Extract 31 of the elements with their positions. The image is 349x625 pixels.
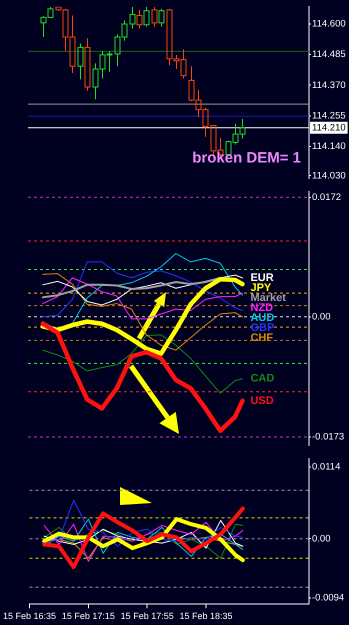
series-label: JPY bbox=[250, 282, 272, 294]
y-tick-label: 114.030 bbox=[312, 170, 346, 182]
y-tick-label: 114.485 bbox=[312, 49, 346, 60]
y-tick-label: -0.0094 bbox=[312, 592, 344, 604]
series-label: USD bbox=[250, 394, 274, 407]
x-tick-label: 15 Feb 17:15 bbox=[62, 611, 115, 622]
y-tick-label: 114.140 bbox=[312, 141, 346, 152]
series-label: EUR bbox=[250, 272, 274, 284]
y-tick-label: 0.0172 bbox=[312, 192, 342, 203]
series-label: CAD bbox=[250, 372, 274, 385]
candlestick bbox=[130, 6, 136, 30]
y-tick-label: 0.00 bbox=[312, 311, 330, 322]
y-tick-label: 0.0114 bbox=[312, 462, 340, 473]
y-tick-label: 114.255 bbox=[312, 110, 346, 122]
x-tick-label: 15 Feb 16:35 bbox=[3, 611, 56, 622]
y-tick-label: -0.0173 bbox=[312, 432, 344, 443]
series-label: AUD bbox=[250, 312, 274, 324]
x-tick-label: 15 Feb 17:55 bbox=[120, 611, 174, 622]
series-label: GBP bbox=[250, 322, 274, 334]
candlestick bbox=[78, 43, 84, 80]
candlestick bbox=[136, 9, 142, 30]
x-tick-label: 15 Feb 18:35 bbox=[180, 611, 233, 622]
series-label: NZD bbox=[250, 302, 274, 314]
y-tick-label: 114.600 bbox=[312, 18, 346, 30]
series-label: Market bbox=[250, 292, 286, 304]
y-tick-label: 0.00 bbox=[312, 533, 330, 544]
series-label: CHF bbox=[250, 332, 274, 344]
candlestick bbox=[84, 38, 90, 92]
annotation: broken DEM= 1 bbox=[192, 149, 301, 166]
ref-line-label: 114.210 bbox=[312, 122, 346, 134]
y-tick-label: 114.370 bbox=[312, 80, 346, 91]
